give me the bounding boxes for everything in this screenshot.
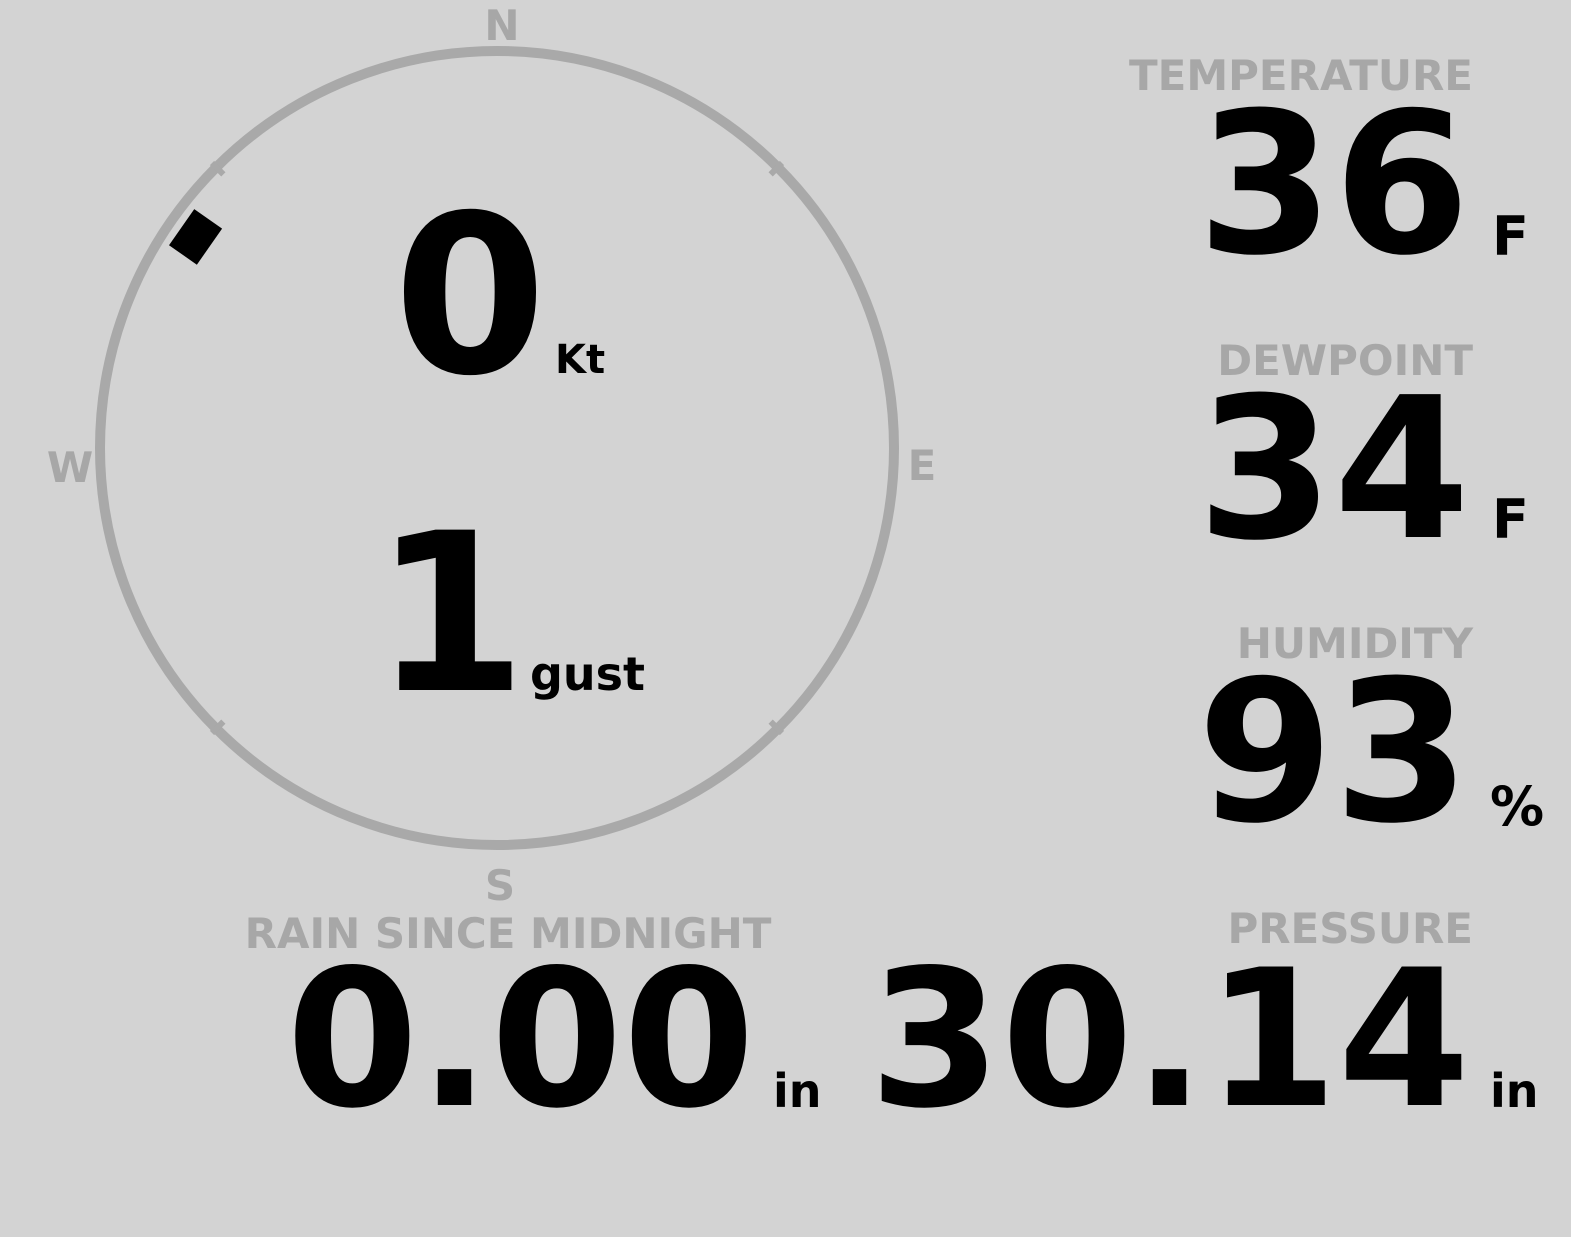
pressure-value: 30.14 [869,929,1470,1150]
dewpoint-label: DEWPOINT [1217,336,1473,385]
compass-tick [768,719,785,736]
compass-east: E [908,441,937,490]
temperature-value: 36 [1197,71,1470,299]
compass-south: S [485,861,515,910]
compass-tick [768,160,785,177]
wind-gust: 1 [373,486,526,742]
dewpoint-value: 34 [1197,356,1470,584]
compass-tick [209,160,226,177]
temperature-unit: F [1492,205,1529,268]
wind-speed: 0 [393,168,546,424]
compass-north: N [484,1,519,50]
rain-unit: in [773,1064,822,1118]
humidity-value: 93 [1197,639,1470,867]
rain-value: 0.00 [286,929,755,1150]
pressure-unit: in [1490,1064,1539,1118]
rain-label: RAIN SINCE MIDNIGHT [245,909,772,958]
pressure-label: PRESSURE [1227,904,1473,953]
temperature-label: TEMPERATURE [1129,51,1473,100]
wind-direction-marker [169,209,223,265]
compass-ring [95,46,899,850]
dewpoint-unit: F [1492,488,1529,551]
humidity-label: HUMIDITY [1237,619,1474,668]
compass-west: W [47,443,93,492]
wind-speed-unit: Kt [555,337,605,383]
compass-tick [209,719,226,736]
wind-gust-unit: gust [530,647,645,701]
humidity-unit: % [1490,775,1544,838]
